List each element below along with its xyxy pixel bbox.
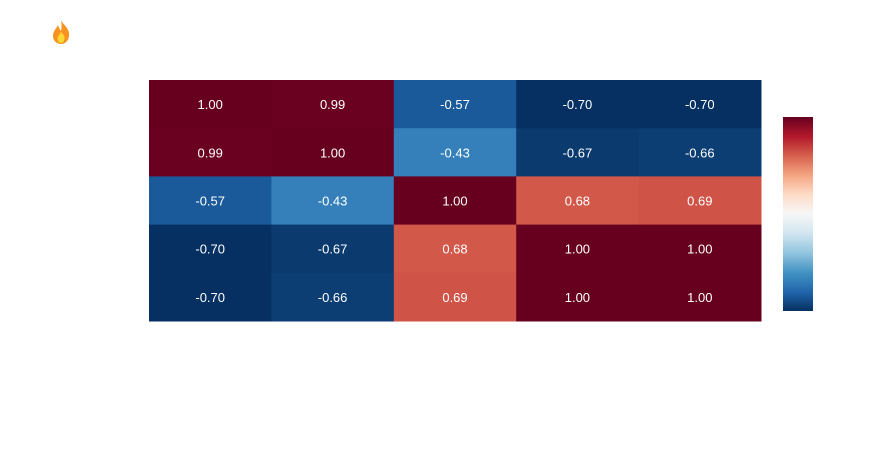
cell-value-label: 0.69 xyxy=(442,290,467,305)
cell-value-label: 1.00 xyxy=(565,290,590,305)
heatmap-cell xyxy=(638,80,762,129)
heatmap-cell xyxy=(516,80,640,129)
heatmap-cell xyxy=(271,128,395,177)
heatmap-cell xyxy=(271,80,395,129)
heatmap-cell xyxy=(271,224,395,274)
cell-value-label: 1.00 xyxy=(687,242,712,257)
heatmap-cell xyxy=(638,272,762,322)
heatmap-cell xyxy=(393,272,517,322)
heatmap-cell xyxy=(516,224,640,274)
cell-value-label: 0.69 xyxy=(687,194,712,209)
heatmap-plot-area: 1.00 0.99 -0.57 -0.70 -0.70 0.99 1.00 -0.43 -0.6… xyxy=(149,80,762,322)
heatmap-cell xyxy=(638,128,762,177)
colorbar xyxy=(783,117,813,311)
cell-value-label: 0.68 xyxy=(565,194,590,209)
cell-value-label: -0.43 xyxy=(440,145,470,160)
heatmap-cell xyxy=(149,224,272,274)
heatmap-cell xyxy=(516,128,640,177)
heatmap-cell xyxy=(149,80,272,129)
cell-value-label: 0.99 xyxy=(198,145,223,160)
cell-value-label: 0.68 xyxy=(442,242,467,257)
heatmap-cell xyxy=(638,224,762,274)
cell-value-label: -0.70 xyxy=(685,97,715,112)
cell-value-label: -0.70 xyxy=(195,290,225,305)
heatmap-cell xyxy=(149,128,272,177)
cell-value-label: -0.70 xyxy=(563,97,593,112)
heatmap-cell xyxy=(271,176,395,226)
cell-value-label: 1.00 xyxy=(320,145,345,160)
heatmap-cell xyxy=(149,176,272,226)
flame-icon xyxy=(50,19,72,45)
cell-value-label: -0.43 xyxy=(318,194,348,209)
cell-value-label: -0.66 xyxy=(685,145,715,160)
heatmap-cell xyxy=(393,176,517,226)
heatmap-cell xyxy=(149,272,272,322)
colorbar-gradient xyxy=(783,117,813,311)
heatmap-cell xyxy=(271,272,395,322)
heatmap-cell xyxy=(638,176,762,226)
heatmap-cell xyxy=(393,224,517,274)
heatmap-cell xyxy=(516,272,640,322)
cell-value-label: -0.66 xyxy=(318,290,348,305)
heatmap-cell xyxy=(393,128,517,177)
cell-value-label: 1.00 xyxy=(198,97,223,112)
cell-value-label: 1.00 xyxy=(687,290,712,305)
cell-value-label: 0.99 xyxy=(320,97,345,112)
cell-value-label: -0.67 xyxy=(318,242,348,257)
cell-value-label: 1.00 xyxy=(565,242,590,257)
heatmap-cell xyxy=(393,80,517,129)
cell-value-label: -0.57 xyxy=(440,97,470,112)
heatmap-cell xyxy=(516,176,640,226)
cell-value-label: -0.57 xyxy=(195,194,225,209)
cell-value-label: -0.67 xyxy=(563,145,593,160)
cell-value-label: -0.70 xyxy=(195,242,225,257)
cell-value-label: 1.00 xyxy=(442,194,467,209)
